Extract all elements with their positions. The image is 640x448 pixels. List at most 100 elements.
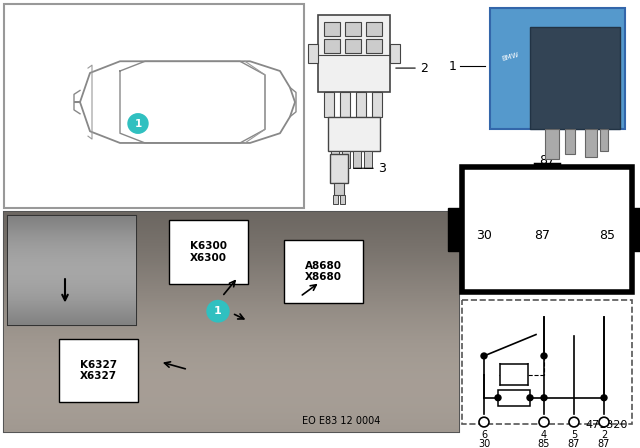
Bar	[4, 362, 459, 363]
Bar	[8, 219, 136, 220]
Bar	[4, 266, 459, 267]
Bar	[4, 328, 459, 329]
Bar	[4, 325, 459, 326]
Bar	[4, 394, 459, 395]
Bar	[4, 388, 459, 389]
Bar	[8, 294, 136, 295]
Bar	[4, 260, 459, 261]
Bar	[4, 431, 459, 432]
Bar	[4, 316, 459, 317]
Bar	[4, 322, 459, 323]
Bar	[4, 313, 459, 314]
Bar	[8, 263, 136, 264]
Bar	[4, 4, 304, 208]
Bar	[4, 346, 459, 347]
Bar	[8, 288, 136, 289]
Bar	[4, 403, 459, 404]
Text: K6327
X6327: K6327 X6327	[80, 360, 117, 381]
Bar	[4, 425, 459, 426]
Bar	[4, 424, 459, 425]
Bar	[8, 244, 136, 245]
Bar	[4, 218, 459, 219]
Bar	[366, 39, 382, 52]
Text: 87: 87	[568, 439, 580, 448]
Bar	[8, 296, 136, 297]
Bar	[8, 295, 136, 296]
Bar	[8, 277, 136, 278]
Text: 87: 87	[598, 439, 610, 448]
Bar	[4, 347, 459, 348]
Bar	[498, 390, 530, 405]
Bar	[4, 415, 459, 416]
Bar	[8, 303, 136, 304]
Text: 1: 1	[449, 60, 457, 73]
Text: BMW: BMW	[500, 51, 519, 61]
Bar	[4, 385, 459, 386]
Bar	[8, 245, 136, 246]
Bar	[4, 306, 459, 307]
Bar	[4, 326, 459, 327]
Bar	[4, 363, 459, 364]
Bar	[8, 221, 136, 222]
Bar	[4, 422, 459, 423]
Bar	[4, 350, 459, 351]
Bar	[8, 283, 136, 284]
Bar	[8, 278, 136, 279]
Bar	[4, 223, 459, 224]
Bar	[4, 229, 459, 230]
Bar	[4, 349, 459, 350]
Bar	[8, 232, 136, 233]
Bar	[4, 427, 459, 428]
Bar	[4, 253, 459, 254]
Bar	[4, 337, 459, 338]
Bar	[364, 151, 372, 168]
Text: 4: 4	[541, 430, 547, 440]
Bar	[4, 290, 459, 291]
Bar	[4, 270, 459, 271]
Bar	[4, 370, 459, 371]
Bar	[4, 400, 459, 401]
Bar	[4, 298, 459, 300]
Bar	[4, 227, 459, 228]
Bar	[8, 321, 136, 322]
Bar	[4, 244, 459, 245]
Bar	[4, 319, 459, 320]
Bar	[4, 275, 459, 276]
Bar	[4, 268, 459, 269]
Circle shape	[541, 353, 547, 359]
Bar	[8, 274, 136, 275]
Bar	[8, 304, 136, 306]
Bar	[8, 273, 136, 274]
Bar	[8, 229, 136, 230]
Bar	[8, 220, 136, 221]
Bar	[4, 284, 459, 285]
Bar	[8, 262, 136, 263]
Bar	[4, 348, 459, 349]
Bar	[4, 261, 459, 262]
Bar	[4, 330, 459, 331]
Bar	[4, 390, 459, 391]
Bar	[8, 242, 136, 243]
Circle shape	[495, 395, 501, 401]
Bar	[4, 416, 459, 417]
Bar	[8, 257, 136, 258]
Bar	[8, 282, 136, 283]
Bar	[4, 249, 459, 250]
Bar	[8, 247, 136, 248]
Bar	[356, 92, 366, 116]
Bar	[331, 151, 339, 168]
Bar	[4, 365, 459, 366]
Bar	[4, 315, 459, 316]
Bar	[4, 344, 459, 345]
Bar	[8, 261, 136, 262]
Bar	[4, 366, 459, 368]
Bar	[4, 383, 459, 384]
Bar	[4, 212, 459, 213]
Bar	[8, 284, 136, 285]
Bar	[4, 355, 459, 356]
Bar	[4, 240, 459, 241]
Bar	[4, 304, 459, 306]
Bar	[8, 240, 136, 241]
Text: 3: 3	[378, 162, 386, 175]
Bar	[4, 217, 459, 218]
